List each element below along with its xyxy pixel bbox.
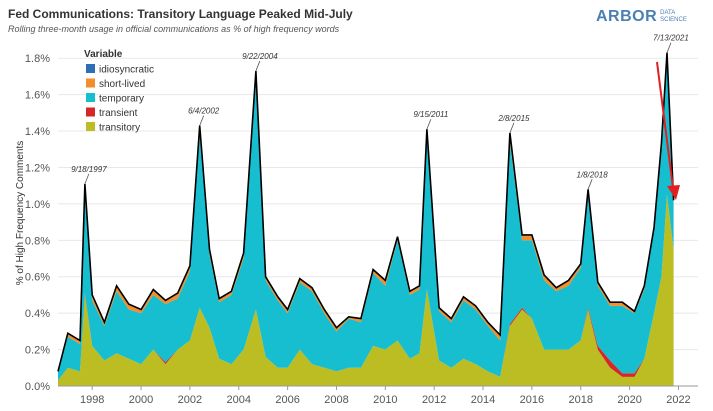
logo-sub-text: DATA SCIENCE <box>660 10 687 23</box>
legend-label-temporary: temporary <box>99 94 144 105</box>
y-tick-label: 0.4% <box>25 308 50 320</box>
legend-swatch-idiosyncratic <box>86 64 95 73</box>
x-tick-label: 2014 <box>471 394 495 406</box>
area-temporary <box>58 58 674 381</box>
y-tick-label: 0.2% <box>25 345 50 357</box>
area-transitory <box>58 194 674 386</box>
x-tick-label: 1998 <box>80 394 104 406</box>
x-tick-label: 2016 <box>520 394 544 406</box>
arrow-shaft <box>656 61 674 189</box>
peak-annotation: 2/8/2015 <box>497 114 530 123</box>
annotation-leader <box>84 173 90 185</box>
peak-annotation: 7/13/2021 <box>653 34 689 43</box>
x-tick-label: 2010 <box>373 394 397 406</box>
stacked-areas <box>58 52 674 386</box>
x-tick-label: 2018 <box>569 394 593 406</box>
x-axis: 1998 2000 2002 2004 2006 2008 2010 2012 2014 2016… <box>58 385 698 406</box>
annotation-leader <box>255 60 261 72</box>
annotation-leader <box>587 179 593 190</box>
y-tick-label: 0.8% <box>25 235 50 247</box>
y-tick-label: 1.0% <box>25 199 50 211</box>
y-tick-label: 0.0% <box>25 381 50 393</box>
down-arrow <box>656 61 680 200</box>
x-tick-label: 2006 <box>275 394 299 406</box>
x-tick-label: 2002 <box>178 394 202 406</box>
annotation-leader <box>426 119 432 130</box>
peak-annotation: 9/22/2004 <box>242 52 278 61</box>
annotation-leader <box>199 115 205 126</box>
y-tick-label: 1.8% <box>25 53 50 65</box>
legend: Variable idiosyncratic short-lived temporar… <box>84 49 154 134</box>
peak-annotation: 9/15/2011 <box>413 110 448 119</box>
x-tick-label: 2020 <box>617 394 641 406</box>
x-tick-label: 2004 <box>227 394 251 406</box>
peak-annotation: 9/18/1997 <box>71 165 107 174</box>
legend-swatch-transient <box>86 107 95 117</box>
y-tick-label: 1.2% <box>25 162 50 174</box>
logo-main-text: ARBOR <box>596 8 658 25</box>
legend-title: Variable <box>84 49 123 60</box>
y-axis: 0.0% 0.2% 0.4% 0.6% 0.8% 1.0% 1.2% 1.4% 1.6% 1.8% <box>25 53 50 393</box>
x-tick-label: 2000 <box>129 394 153 406</box>
y-tick-label: 1.6% <box>25 90 50 102</box>
chart-subtitle: Rolling three-month usage in official co… <box>8 24 340 34</box>
x-tick-label: 2008 <box>324 394 348 406</box>
y-axis-label: % of High Frequency Comments <box>15 141 26 286</box>
peak-annotation: 1/8/2018 <box>577 170 609 179</box>
legend-label-short-lived: short-lived <box>99 79 145 90</box>
legend-label-idiosyncratic: idiosyncratic <box>99 65 154 76</box>
legend-label-transient: transient <box>99 108 138 119</box>
legend-swatch-short-lived <box>86 78 95 88</box>
arrow-head <box>667 185 680 200</box>
legend-label-transitory: transitory <box>99 123 140 134</box>
y-tick-label: 0.6% <box>25 272 50 284</box>
annotation-leader <box>509 122 515 134</box>
legend-swatch-temporary <box>86 93 95 102</box>
total-line-path <box>57 52 675 372</box>
total-line <box>57 52 675 372</box>
y-tick-label: 1.4% <box>25 126 50 138</box>
peak-annotations: 9/18/1997 6/4/2002 9/22/2004 9/15/2011 2/8/2… <box>71 34 689 190</box>
x-tick-label: 2012 <box>422 394 446 406</box>
brand-logo: ARBOR DATA SCIENCE <box>596 8 690 26</box>
peak-annotation: 6/4/2002 <box>188 107 220 116</box>
legend-swatch-transitory <box>86 122 95 131</box>
x-tick-label: 2022 <box>666 394 690 406</box>
annotation-leader <box>666 42 672 53</box>
chart-title: Fed Communications: Transitory Language … <box>8 7 353 21</box>
